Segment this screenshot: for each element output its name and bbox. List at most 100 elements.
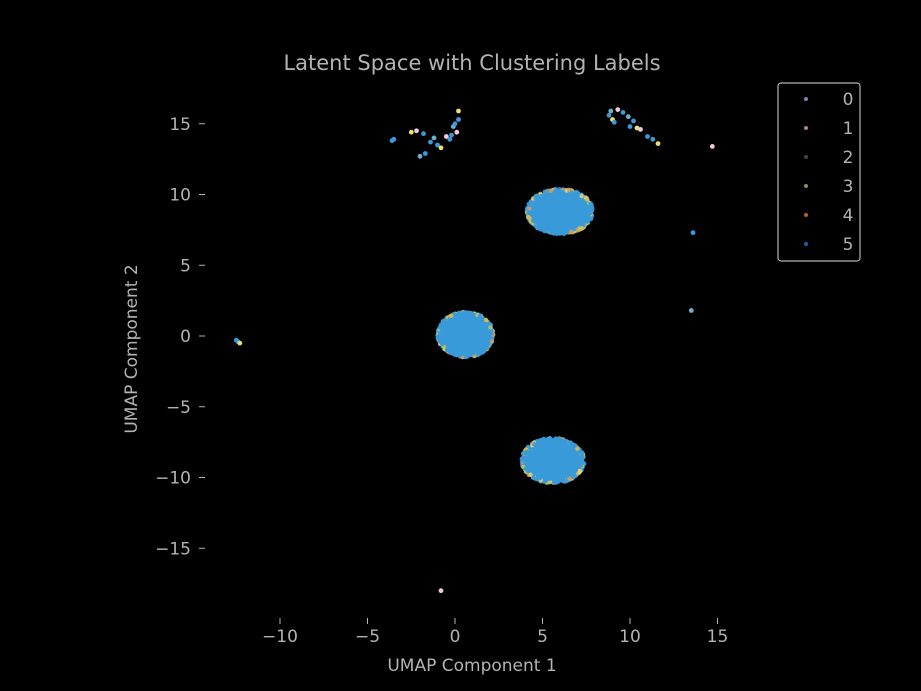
y-tick-label: 10 bbox=[169, 186, 191, 206]
scatter-point bbox=[471, 329, 476, 335]
scatter-point bbox=[468, 322, 474, 328]
legend-label: 5 bbox=[843, 235, 854, 255]
scatter-point bbox=[531, 202, 536, 207]
x-tick-label: −10 bbox=[262, 627, 298, 647]
legend-label: 0 bbox=[843, 90, 854, 110]
scatter-point bbox=[575, 190, 580, 196]
scatter-point bbox=[606, 112, 612, 118]
scatter-point bbox=[562, 455, 567, 460]
scatter-point bbox=[561, 208, 567, 213]
legend-label: 3 bbox=[843, 177, 854, 197]
scatter-point bbox=[577, 450, 582, 455]
scatter-point bbox=[531, 468, 536, 473]
scatter-point bbox=[571, 445, 576, 450]
scatter-point bbox=[237, 340, 243, 346]
scatter-point bbox=[462, 310, 467, 315]
scatter-point bbox=[465, 345, 471, 350]
scatter-point bbox=[542, 456, 547, 461]
scatter-point bbox=[533, 195, 538, 201]
scatter-point bbox=[557, 475, 562, 480]
scatter-point bbox=[431, 135, 437, 141]
scatter-point bbox=[422, 151, 428, 156]
scatter-point bbox=[585, 215, 591, 220]
scatter-point bbox=[554, 226, 560, 231]
scatter-point bbox=[573, 209, 578, 214]
scatter-point bbox=[569, 465, 575, 470]
scatter-point bbox=[472, 348, 477, 353]
scatter-point bbox=[554, 231, 559, 236]
legend-marker bbox=[804, 155, 808, 159]
scatter-point bbox=[538, 220, 543, 225]
scatter-point bbox=[688, 308, 694, 313]
scatter-point bbox=[464, 327, 469, 332]
scatter-point bbox=[447, 136, 453, 142]
scatter-point bbox=[524, 449, 529, 454]
scatter-point bbox=[548, 224, 553, 229]
y-tick-label: −15 bbox=[155, 539, 191, 559]
scatter-point bbox=[579, 197, 584, 203]
scatter-point bbox=[548, 188, 553, 193]
scatter-point bbox=[655, 141, 661, 147]
scatter-point bbox=[453, 350, 458, 356]
y-tick-label: −10 bbox=[155, 469, 191, 489]
scatter-point bbox=[561, 224, 566, 229]
scatter-point bbox=[458, 314, 463, 320]
scatter-point bbox=[563, 218, 568, 223]
legend-marker bbox=[804, 242, 808, 246]
scatter-point bbox=[559, 462, 564, 468]
scatter-point bbox=[525, 214, 531, 219]
scatter-point bbox=[408, 129, 414, 135]
scatter-point bbox=[535, 470, 540, 475]
scatter-point bbox=[645, 134, 650, 139]
scatter-point bbox=[579, 226, 584, 231]
scatter-point bbox=[463, 315, 468, 321]
scatter-point bbox=[557, 438, 562, 443]
y-tick-label: 5 bbox=[180, 256, 191, 276]
scatter-point bbox=[541, 196, 546, 202]
scatter-point bbox=[615, 107, 621, 112]
scatter-point bbox=[453, 343, 459, 348]
legend-marker bbox=[804, 213, 808, 217]
scatter-point bbox=[631, 118, 636, 124]
scatter-point bbox=[650, 136, 656, 142]
legend-marker bbox=[804, 184, 808, 188]
scatter-point bbox=[578, 463, 584, 468]
scatter-point bbox=[709, 144, 715, 149]
scatter-point bbox=[391, 136, 397, 142]
scatter-point bbox=[456, 117, 461, 122]
scatter-point bbox=[546, 443, 551, 448]
scatter-point bbox=[627, 124, 633, 129]
scatter-point bbox=[533, 454, 539, 459]
scatter-point bbox=[421, 131, 426, 137]
scatter-point bbox=[568, 211, 573, 216]
scatter-point bbox=[449, 132, 454, 138]
scatter-point bbox=[584, 197, 590, 202]
scatter-point bbox=[535, 207, 540, 213]
scatter-point bbox=[538, 474, 543, 479]
scatter-point bbox=[543, 192, 548, 197]
scatter-point bbox=[456, 334, 461, 339]
scatter-point bbox=[543, 208, 548, 213]
scatter-point bbox=[608, 108, 614, 114]
scatter-point bbox=[554, 212, 560, 217]
scatter-point bbox=[557, 190, 562, 195]
scatter-point bbox=[569, 190, 574, 195]
scatter-point bbox=[456, 108, 461, 114]
scatter-point bbox=[638, 126, 643, 132]
scatter-point bbox=[568, 229, 574, 234]
scatter-point bbox=[588, 202, 593, 207]
scatter-point bbox=[561, 195, 567, 201]
scatter-point bbox=[556, 200, 561, 205]
scatter-point bbox=[438, 588, 444, 594]
scatter-point bbox=[454, 129, 460, 135]
chart-title: Latent Space with Clustering Labels bbox=[283, 51, 660, 75]
scatter-point bbox=[553, 204, 558, 209]
y-tick-label: −5 bbox=[166, 398, 191, 418]
scatter-point bbox=[584, 205, 590, 210]
scatter-point bbox=[451, 332, 456, 338]
scatter-point bbox=[548, 194, 553, 200]
x-tick-label: 0 bbox=[450, 627, 461, 647]
scatter-point bbox=[488, 325, 493, 330]
scatter-point bbox=[537, 438, 543, 443]
